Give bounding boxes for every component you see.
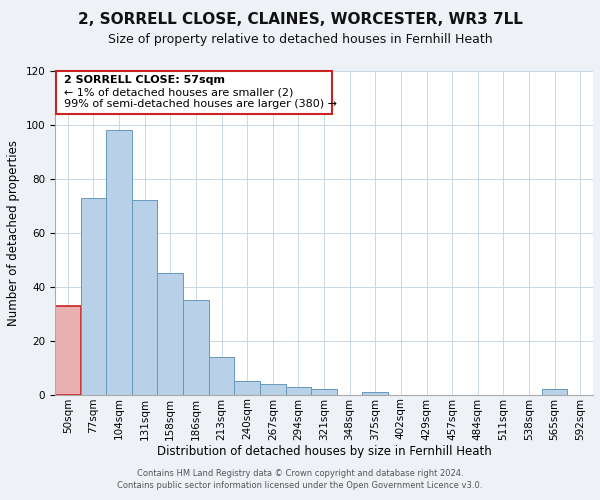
Bar <box>80 198 106 394</box>
Bar <box>132 200 157 394</box>
Bar <box>260 384 286 394</box>
Text: Contains public sector information licensed under the Open Government Licence v3: Contains public sector information licen… <box>118 481 482 490</box>
Text: 2, SORRELL CLOSE, CLAINES, WORCESTER, WR3 7LL: 2, SORRELL CLOSE, CLAINES, WORCESTER, WR… <box>77 12 523 28</box>
Text: 99% of semi-detached houses are larger (380) →: 99% of semi-detached houses are larger (… <box>64 100 337 110</box>
Text: 2 SORRELL CLOSE: 57sqm: 2 SORRELL CLOSE: 57sqm <box>64 75 225 85</box>
Bar <box>311 389 337 394</box>
Text: ← 1% of detached houses are smaller (2): ← 1% of detached houses are smaller (2) <box>64 87 293 97</box>
Bar <box>56 71 332 114</box>
Bar <box>157 273 183 394</box>
Bar <box>55 306 80 394</box>
Bar <box>235 381 260 394</box>
Bar <box>209 357 235 395</box>
Bar <box>542 389 568 394</box>
Bar <box>106 130 132 394</box>
X-axis label: Distribution of detached houses by size in Fernhill Heath: Distribution of detached houses by size … <box>157 445 491 458</box>
Y-axis label: Number of detached properties: Number of detached properties <box>7 140 20 326</box>
Text: Contains HM Land Registry data © Crown copyright and database right 2024.: Contains HM Land Registry data © Crown c… <box>137 468 463 477</box>
Bar <box>286 386 311 394</box>
Bar <box>183 300 209 394</box>
Text: Size of property relative to detached houses in Fernhill Heath: Size of property relative to detached ho… <box>107 34 493 46</box>
Bar <box>362 392 388 394</box>
